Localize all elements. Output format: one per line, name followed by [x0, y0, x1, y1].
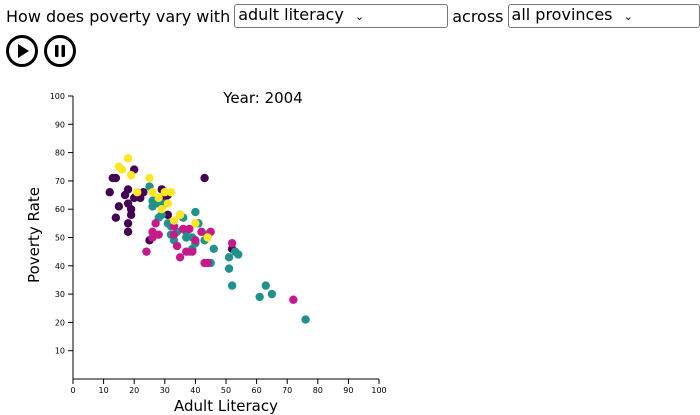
- region-select-value: all provinces: [511, 5, 613, 24]
- data-point[interactable]: [203, 258, 212, 268]
- y-tick-label: 30: [55, 290, 65, 299]
- x-axis: 0 10 20 30 40 50 60 70 80 90 100: [70, 378, 387, 395]
- region-select[interactable]: all provinces ⌄: [507, 4, 700, 28]
- x-tick-label: 10: [99, 386, 109, 395]
- data-point[interactable]: [197, 227, 206, 237]
- x-axis-title: Adult Literacy: [174, 397, 278, 415]
- scatter-chart: 0 10 20 30 40 50 60 70 80 90 100 10 20 30 40 50 60 70 80 9…: [25, 89, 387, 415]
- data-point[interactable]: [289, 295, 298, 304]
- data-point[interactable]: [178, 224, 188, 234]
- question-middle: across: [452, 6, 504, 26]
- measure-select[interactable]: adult literacy ⌄: [234, 4, 449, 28]
- data-point[interactable]: [169, 230, 179, 239]
- data-point[interactable]: [224, 253, 234, 262]
- data-point[interactable]: [301, 315, 310, 324]
- data-point[interactable]: [105, 188, 114, 197]
- pause-button[interactable]: [44, 35, 76, 67]
- data-point[interactable]: [160, 188, 169, 197]
- data-point[interactable]: [123, 219, 133, 228]
- data-point[interactable]: [191, 236, 200, 245]
- data-point[interactable]: [255, 292, 264, 302]
- y-tick-label: 80: [55, 149, 65, 158]
- y-axis-title: Poverty Rate: [25, 187, 43, 283]
- data-point[interactable]: [227, 281, 237, 290]
- x-tick-label: 70: [282, 386, 292, 395]
- x-tick-label: 80: [313, 386, 323, 395]
- data-point[interactable]: [175, 253, 185, 262]
- data-point[interactable]: [203, 233, 212, 242]
- data-point[interactable]: [175, 210, 185, 220]
- data-point[interactable]: [142, 247, 151, 256]
- data-point[interactable]: [123, 227, 133, 237]
- data-point[interactable]: [224, 264, 234, 273]
- data-point[interactable]: [185, 224, 194, 234]
- data-point[interactable]: [227, 238, 237, 248]
- x-tick-label: 30: [160, 386, 170, 395]
- question-bar: How does poverty vary with adult literac…: [6, 2, 700, 30]
- data-point[interactable]: [234, 250, 243, 259]
- data-point[interactable]: [114, 202, 124, 211]
- chevron-down-icon: ⌄: [354, 10, 365, 23]
- data-point[interactable]: [111, 213, 121, 222]
- x-tick-label: 40: [190, 386, 200, 395]
- data-point[interactable]: [172, 241, 182, 251]
- y-tick-label: 40: [55, 262, 65, 271]
- play-button[interactable]: [6, 35, 38, 67]
- data-point[interactable]: [163, 210, 173, 220]
- data-point[interactable]: [145, 173, 154, 183]
- data-point[interactable]: [200, 173, 209, 183]
- data-point[interactable]: [126, 210, 136, 220]
- chevron-down-icon: ⌄: [623, 10, 633, 23]
- x-tick-label: 0: [70, 386, 75, 395]
- y-tick-label: 60: [55, 205, 65, 214]
- y-tick-label: 10: [55, 347, 65, 356]
- data-point[interactable]: [182, 247, 191, 256]
- data-point[interactable]: [267, 289, 277, 299]
- data-point[interactable]: [154, 230, 163, 239]
- data-point[interactable]: [151, 219, 160, 228]
- y-axis: 10 20 30 40 50 60 70 80 90 100: [50, 92, 74, 379]
- x-tick-label: 50: [221, 386, 231, 395]
- data-point[interactable]: [261, 281, 270, 290]
- chart-title: Year: 2004: [222, 89, 303, 107]
- pause-icon: [55, 45, 65, 57]
- data-point[interactable]: [117, 165, 127, 174]
- data-point[interactable]: [191, 219, 200, 228]
- data-point[interactable]: [166, 188, 176, 197]
- data-point[interactable]: [139, 188, 148, 197]
- data-point[interactable]: [209, 244, 218, 254]
- data-point[interactable]: [133, 188, 142, 197]
- data-point[interactable]: [123, 154, 133, 163]
- data-point[interactable]: [123, 185, 133, 194]
- x-tick-label: 60: [252, 386, 262, 395]
- data-point[interactable]: [182, 233, 191, 242]
- question-prefix: How does poverty vary with: [6, 6, 231, 26]
- x-tick-label: 100: [371, 386, 386, 395]
- y-tick-label: 70: [55, 177, 65, 186]
- y-tick-label: 100: [50, 92, 65, 101]
- data-point[interactable]: [169, 216, 179, 225]
- data-point[interactable]: [126, 171, 136, 180]
- data-point[interactable]: [154, 193, 163, 203]
- y-tick-label: 20: [55, 318, 65, 327]
- data-point[interactable]: [111, 173, 121, 183]
- measure-select-value: adult literacy: [238, 5, 344, 24]
- y-tick-label: 90: [55, 120, 65, 129]
- x-tick-label: 20: [129, 386, 139, 395]
- data-point[interactable]: [188, 247, 197, 256]
- data-point[interactable]: [191, 207, 200, 217]
- data-points: [105, 154, 310, 324]
- x-tick-label: 90: [343, 386, 353, 395]
- data-point[interactable]: [157, 205, 166, 214]
- data-point[interactable]: [163, 199, 173, 208]
- data-point[interactable]: [148, 188, 157, 197]
- play-icon: [18, 44, 29, 58]
- y-tick-label: 50: [55, 234, 65, 243]
